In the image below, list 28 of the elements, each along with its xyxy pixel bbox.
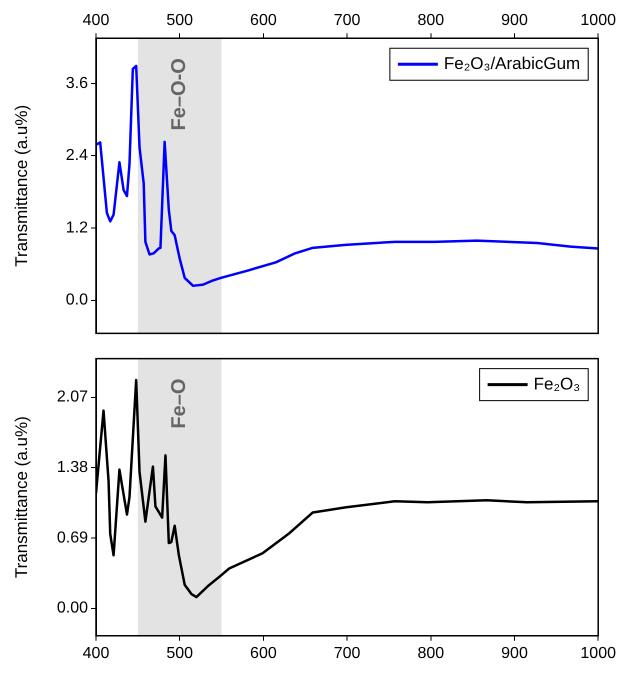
x-tick-label: 900 xyxy=(501,644,528,662)
y-tick-label: 2.07 xyxy=(56,388,88,406)
y-tick-label: 0.0 xyxy=(66,292,88,309)
x-tick-label: 500 xyxy=(166,644,194,662)
y-tick-label: 1.2 xyxy=(66,219,88,236)
x-tick-label: 1000 xyxy=(580,12,616,30)
y-tick-label: 2.4 xyxy=(66,147,88,164)
legend-label: Fe₂O₃/ArabicGum xyxy=(444,54,580,73)
legend-label: Fe₂O₃ xyxy=(534,374,580,394)
band-label: Fe–O-O xyxy=(168,58,190,130)
x-tick-label: 700 xyxy=(334,644,361,662)
x-tick-label: 600 xyxy=(250,644,277,662)
band-label: Fe–O xyxy=(168,378,190,429)
x-tick-label: 700 xyxy=(334,12,361,30)
x-tick-label: 1000 xyxy=(580,644,616,662)
y-tick-label: 1.38 xyxy=(56,459,88,476)
x-tick-label: 400 xyxy=(82,644,110,662)
y-tick-label: 3.6 xyxy=(66,74,88,92)
x-tick-label: 900 xyxy=(501,12,528,30)
y-axis-title: Transmittance (a.u%) xyxy=(12,416,31,578)
x-tick-label: 800 xyxy=(417,644,444,662)
y-tick-label: 0.00 xyxy=(56,600,88,617)
y-axis-title: Transmittance (a.u%) xyxy=(12,104,31,267)
x-tick-label: 600 xyxy=(250,12,277,30)
x-tick-label: 800 xyxy=(417,12,444,30)
x-tick-label: 400 xyxy=(82,12,110,30)
y-tick-label: 0.69 xyxy=(56,529,88,546)
x-tick-label: 500 xyxy=(166,12,194,30)
